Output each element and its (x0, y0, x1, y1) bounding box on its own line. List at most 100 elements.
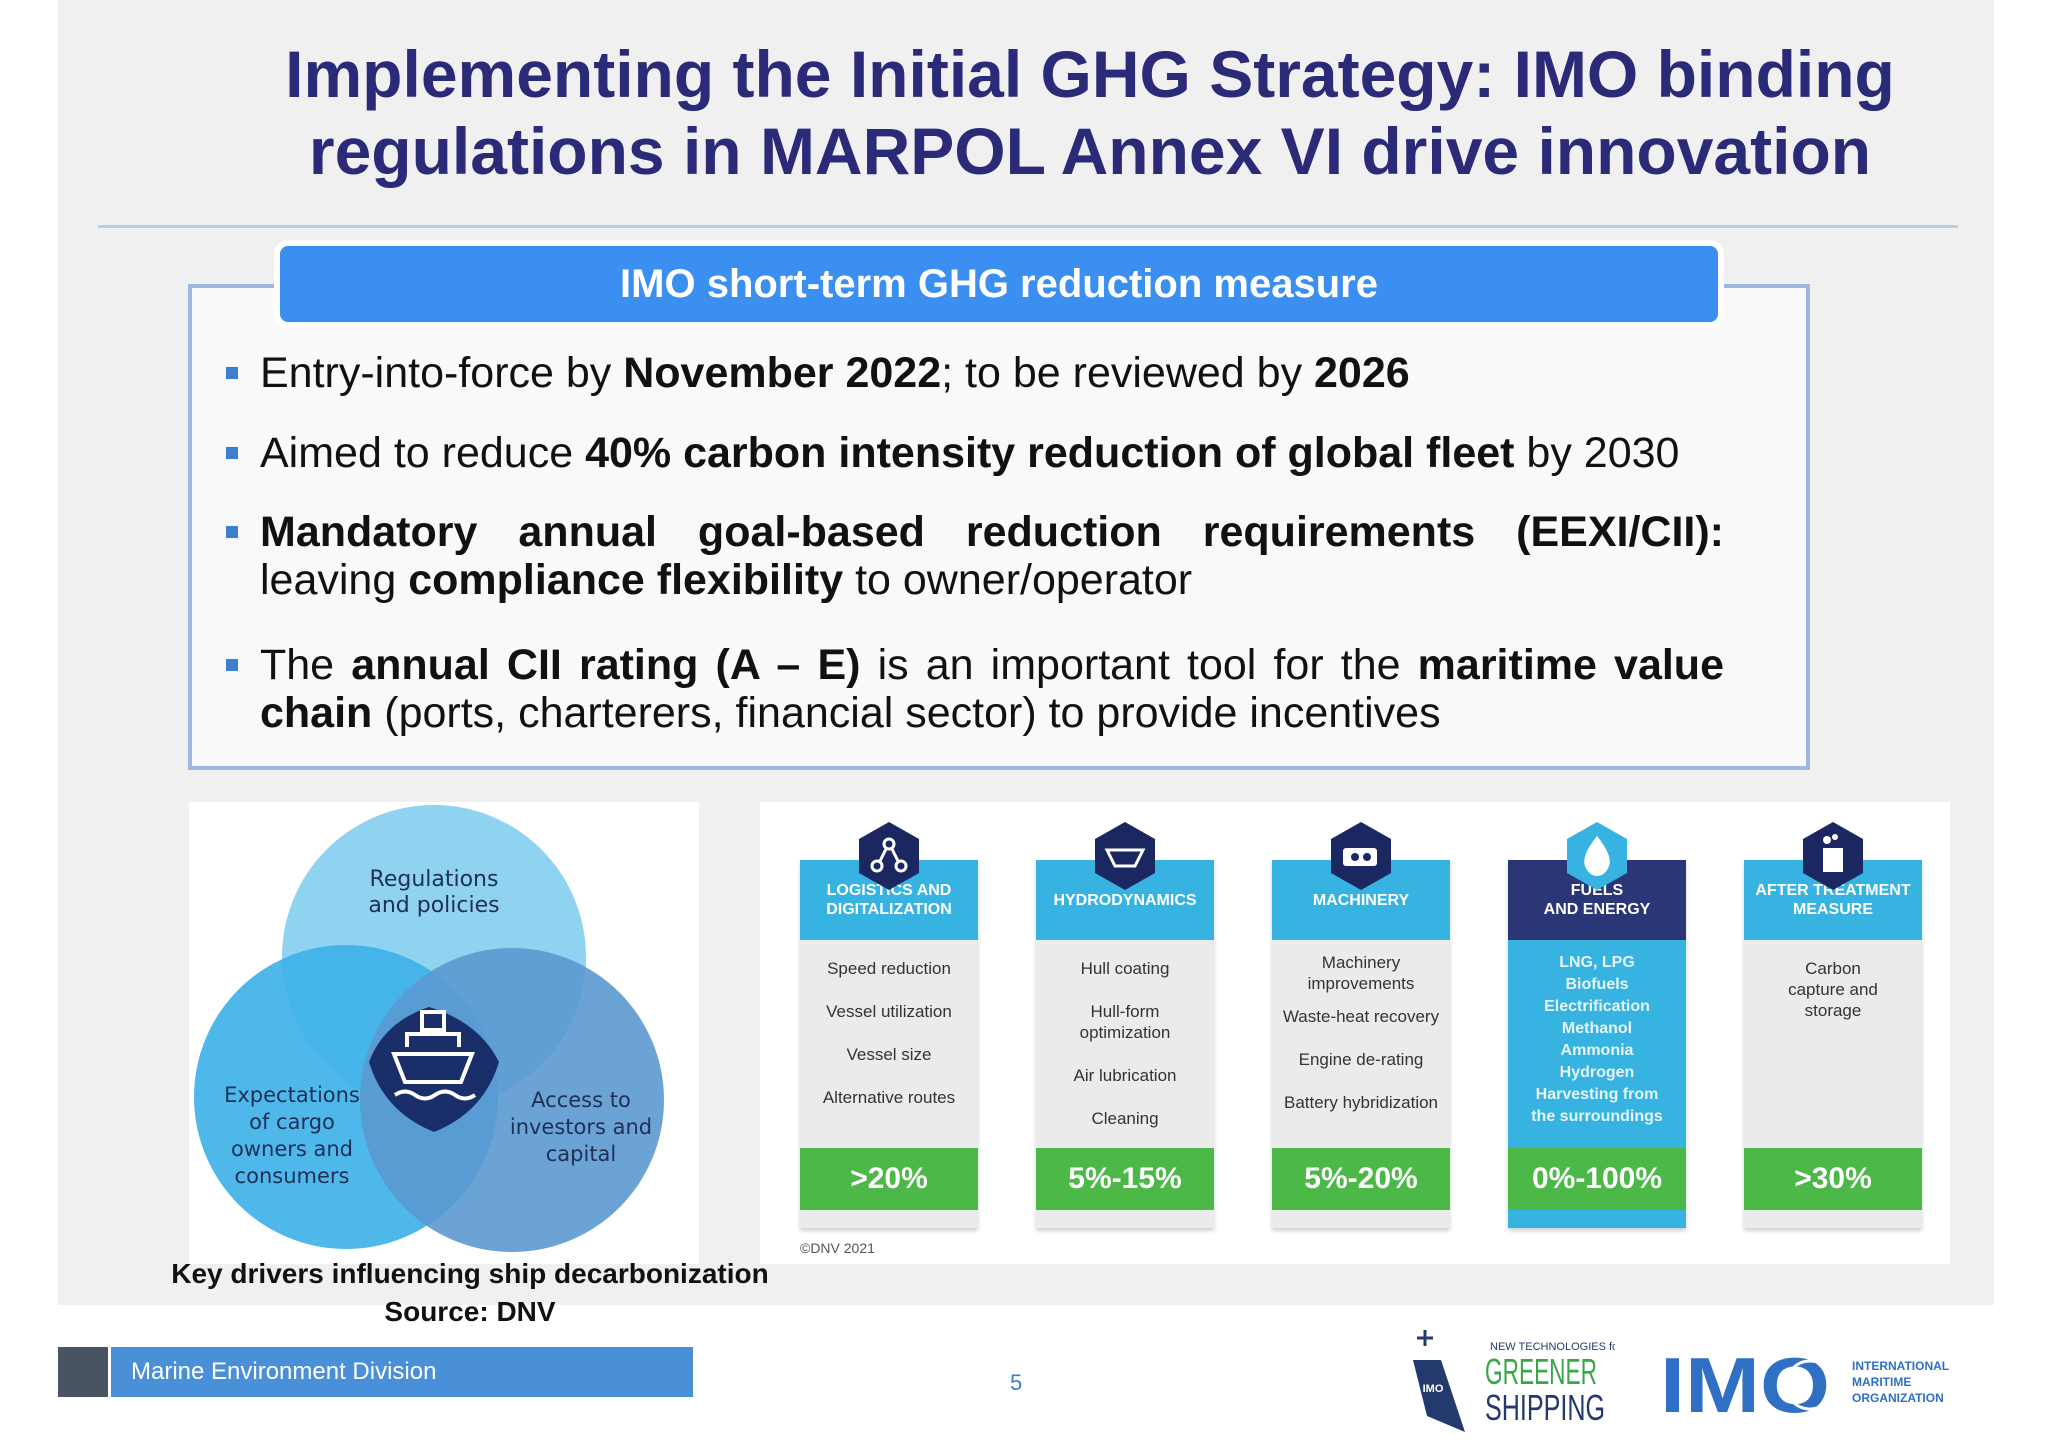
tech-column-head: FUELS AND ENERGY (1508, 860, 1686, 940)
tech-item: Ammonia (1560, 1042, 1634, 1059)
venn-label-right-1: Access to (531, 1088, 631, 1112)
tech-item: Cleaning (1091, 1109, 1159, 1128)
tech-column-items: Hull coating Hull-form optimization Air … (1036, 958, 1214, 1151)
venn-label-left-2: of cargo (249, 1110, 335, 1134)
copyright-note: ©DNV 2021 (800, 1240, 875, 1256)
tech-item: Hydrogen (1559, 1064, 1635, 1081)
bullet-bold-text: annual CII rating (A – E) (351, 641, 861, 689)
tech-column-hydrodynamics: HYDRODYNAMICS Hull coating Hull-form opt… (1036, 860, 1214, 1228)
footer-division: Marine Environment Division (111, 1347, 693, 1397)
tech-item: Battery hybridization (1283, 1093, 1439, 1112)
bullet-text: to owner/operator (843, 556, 1193, 604)
bullet-text: Aimed to reduce (260, 429, 586, 477)
venn-caption: Key drivers influencing ship decarboniza… (171, 1258, 769, 1289)
imo-name-1: INTERNATIONAL (1852, 1359, 1949, 1373)
bullet-text: (ports, charterers, financial sector) to… (372, 689, 1441, 737)
tech-column-items: Carbon capture and storage (1744, 958, 1922, 1043)
title-line-2: regulations in MARPOL Annex VI drive inn… (308, 114, 1872, 188)
bullet-entry-into-force: Entry-into-force by November 2022; to be… (226, 349, 1724, 397)
venn-label-top-1: Regulations (370, 867, 499, 892)
page-number: 5 (1010, 1370, 1023, 1395)
tech-percentage: >30% (1744, 1148, 1922, 1210)
imo-logo: IMO INTERNATIONAL MARITIME ORGANIZATION (1660, 1341, 1949, 1429)
venn-label-right-3: capital (546, 1142, 617, 1166)
tech-item: Engine de-rating (1298, 1050, 1424, 1069)
imo-name-2: MARITIME (1852, 1375, 1911, 1389)
tech-item: Methanol (1561, 1020, 1633, 1037)
tech-item: Harvesting from (1535, 1086, 1659, 1103)
tech-percentage: 0%-100% (1508, 1148, 1686, 1210)
tech-column-items: Speed reduction Vessel utilization Vesse… (800, 958, 978, 1130)
bullet-marker (226, 526, 238, 538)
bullet-text: The (260, 641, 352, 689)
slide-title: Implementing the Initial GHG Strategy: I… (240, 36, 1940, 190)
bullet-carbon-intensity: Aimed to reduce 40% carbon intensity red… (226, 429, 1724, 477)
tech-item: Vessel size (846, 1045, 932, 1064)
tech-item: Air lubrication (1073, 1066, 1177, 1085)
tech-item: Hull coating (1080, 959, 1170, 978)
venn-source: Source: DNV (384, 1296, 556, 1327)
tech-percentage: 5%-20% (1272, 1148, 1450, 1210)
venn-label-left-4: consumers (235, 1164, 350, 1188)
title-line-1: Implementing the Initial GHG Strategy: I… (285, 37, 1895, 111)
venn-label-left-3: owners and (231, 1137, 353, 1161)
tech-column-machinery: MACHINERY Machinery improvements Waste-h… (1272, 860, 1450, 1228)
venn-label-left-1: Expectations (224, 1083, 360, 1107)
tech-item: LNG, LPG (1559, 954, 1635, 971)
tech-item: Machinery improvements (1307, 953, 1415, 993)
venn-panel: Regulations and policies Expectations of… (189, 802, 699, 1264)
network-icon (859, 822, 919, 890)
measure-box-heading: IMO short-term GHG reduction measure (280, 246, 1718, 322)
venn-center (369, 1007, 499, 1132)
engine-icon (1331, 822, 1391, 890)
bullet-mandatory-requirements: Mandatory annual goal-based reduction re… (226, 508, 1724, 604)
footer-marker (58, 1347, 108, 1397)
bullet-text: leaving (260, 556, 409, 604)
bullet-text: is an important tool for the (860, 641, 1418, 689)
tech-item: Hull-form optimization (1079, 1002, 1171, 1042)
logo-shipping-text: SHIPPING (1485, 1387, 1605, 1428)
venn-label-right-2: investors and (510, 1115, 652, 1139)
tech-item: Speed reduction (827, 959, 951, 978)
imo-emblem-icon (1784, 1359, 1836, 1411)
measure-box (188, 284, 1810, 770)
tech-item: Electrification (1544, 998, 1650, 1015)
bullet-bold-text: November 2022 (623, 349, 942, 397)
bullet-bold-text: Mandatory annual goal-based reduction re… (260, 508, 1724, 556)
title-divider (98, 225, 1958, 228)
hull-icon (1095, 822, 1155, 890)
tech-item: Waste-heat recovery (1282, 1007, 1440, 1026)
bullet-text: Entry-into-force by (260, 349, 624, 397)
bullet-cii-rating: The annual CII rating (A – E) is an impo… (226, 641, 1724, 737)
venn-label-top-2: and policies (368, 893, 499, 918)
tech-column-items: Machinery improvements Waste-heat recove… (1272, 952, 1450, 1135)
imo-name-3: ORGANIZATION (1852, 1391, 1944, 1405)
logo-badge: IMO (1423, 1383, 1444, 1395)
tech-column-logistics: LOGISTICS AND DIGITALIZATION Speed reduct… (800, 860, 978, 1228)
tech-item: the surroundings (1531, 1108, 1663, 1125)
imo-letters: IMO (1660, 1341, 1830, 1429)
tech-item: Vessel utilization (826, 1002, 952, 1021)
tech-column-after-treatment: AFTER TREATMENT MEASURE Carbon capture an… (1744, 860, 1922, 1228)
tech-column-items: LNG, LPG Biofuels Electrification Methan… (1508, 952, 1686, 1128)
bullet-bold-text: maritime value chain (260, 641, 1724, 737)
bullet-marker (226, 447, 238, 459)
bullet-marker (226, 367, 238, 379)
bullet-bold-text: 40% carbon intensity reduction of global… (585, 429, 1515, 477)
logo-small-text: NEW TECHNOLOGIES for (1490, 1341, 1615, 1353)
bullet-text: ; to be reviewed by (941, 349, 1315, 397)
tech-percentage: >20% (800, 1148, 978, 1210)
tech-item: Biofuels (1565, 976, 1629, 993)
tech-item: Carbon capture and storage (1788, 959, 1878, 1020)
chimney-icon (1803, 822, 1863, 890)
greener-shipping-logo: IMO NEW TECHNOLOGIES for GREENER SHIPPIN… (1413, 1330, 1615, 1432)
venn-diagram: Regulations and policies Expectations of… (194, 805, 664, 1252)
drop-icon (1567, 822, 1627, 890)
tech-item: Alternative routes (822, 1088, 956, 1107)
logo-greener-text: GREENER (1485, 1351, 1597, 1392)
bullet-bold-text: 2026 (1314, 349, 1410, 397)
bullet-marker (226, 659, 238, 671)
tech-percentage: 5%-15% (1036, 1148, 1214, 1210)
bullet-text: by 2030 (1514, 429, 1680, 477)
ship-icon (391, 1010, 477, 1101)
